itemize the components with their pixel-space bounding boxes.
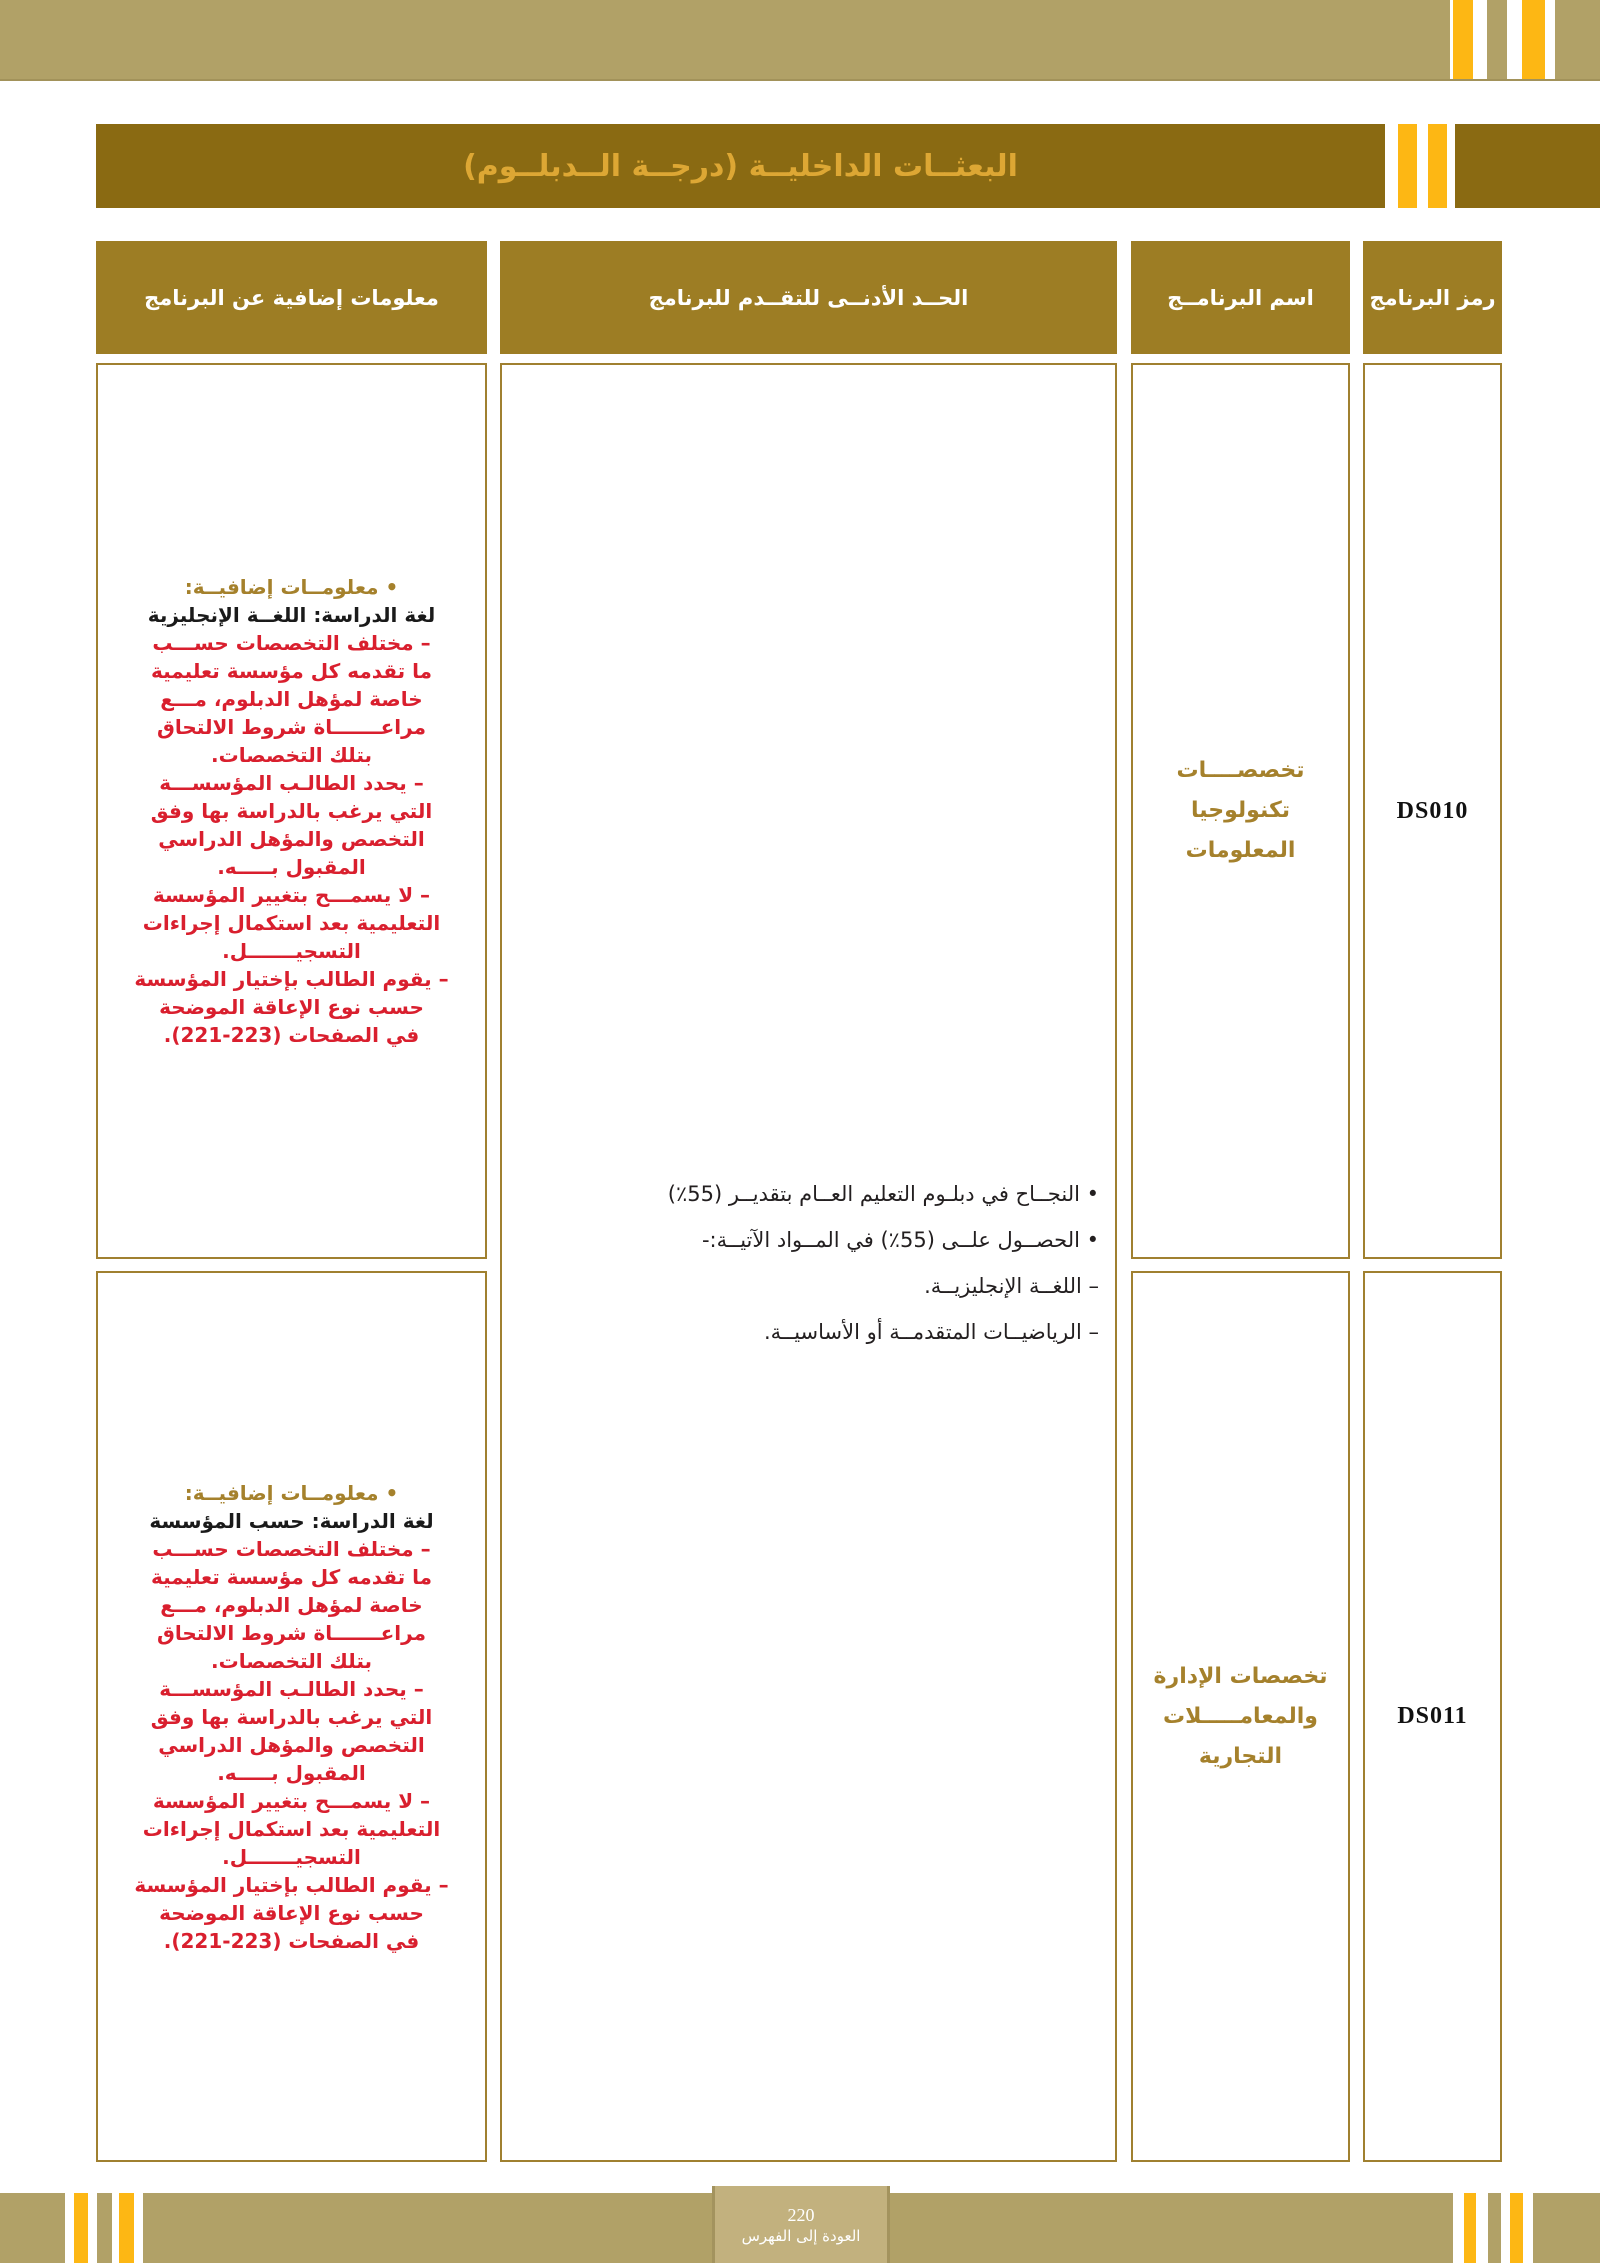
title-right-block [1455,124,1600,208]
program-name: تخصصــــات تكنولوجيا المعلومات [1176,758,1305,863]
program-code: DS011 [1397,1703,1468,1729]
decor-yellow-stripe [1510,2193,1523,2263]
cell-program-code-row2: DS011 [1363,1271,1502,2162]
header-cell-additional-info: معلومات إضافية عن البرنامج [96,241,487,354]
cell-program-name-row1: تخصصــــات تكنولوجيا المعلومات [1131,363,1350,1259]
info-study-language: لغة الدراسة: اللغــة الإنجليزية [147,603,436,627]
decor-khaki-stripe [97,2193,112,2263]
decor-yellow-stripe [1464,2193,1476,2263]
info-block: • معلومــات إضافيــة: لغة الدراسة: حسب ا… [98,1479,485,1955]
footer-tab: 220 العودة إلى الفهرس [712,2186,890,2263]
back-to-index-link[interactable]: العودة إلى الفهرس [741,2226,861,2245]
page-number: 220 [787,2204,815,2225]
info-study-language: لغة الدراسة: حسب المؤسسة [149,1508,434,1533]
title-yellow-stripe [1398,124,1417,208]
decor-khaki-stripe [1488,2193,1501,2263]
header-cell-program-name: اسم البرنامــج [1131,241,1350,354]
decor-yellow-stripe [1522,0,1545,79]
info-body-text: – مختلف التخصصات حســـب ما تقدمه كل مؤسس… [134,631,449,1047]
info-heading: • معلومــات إضافيــة: [184,1480,399,1505]
cell-additional-info-row1: • معلومــات إضافيــة: لغة الدراسة: اللغـ… [96,363,487,1259]
decor-yellow-stripe [1453,0,1473,79]
header-cell-program-code: رمز البرنامج [1363,241,1502,354]
program-code: DS010 [1396,797,1469,824]
top-decor-bar [0,0,1600,81]
page-title-bar: البعثــات الداخليــة (درجــة الــدبلــوم… [96,124,1385,208]
info-heading: • معلومــات إضافيــة: [184,575,399,599]
min-requirements-text: • النجــاح في دبلـوم التعليم العــام بتق… [667,1181,1099,1344]
decor-yellow-stripe [74,2193,88,2263]
title-yellow-stripe [1428,124,1447,208]
cell-min-requirements: • النجــاح في دبلـوم التعليم العــام بتق… [500,363,1117,2162]
info-block: • معلومــات إضافيــة: لغة الدراسة: اللغـ… [98,573,485,1049]
decor-khaki-stripe [1487,0,1507,79]
info-body-text: – مختلف التخصصات حســـب ما تقدمه كل مؤسس… [134,1536,449,1953]
program-name: تخصصات الإدارة والمعامـــــلات التجارية [1153,1663,1328,1769]
decor-yellow-stripe [119,2193,134,2263]
cell-additional-info-row2: • معلومــات إضافيــة: لغة الدراسة: حسب ا… [96,1271,487,2162]
header-cell-min-requirements: الحــد الأدنــى للتقــدم للبرنامج [500,241,1117,354]
cell-program-name-row2: تخصصات الإدارة والمعامـــــلات التجارية [1131,1271,1350,2162]
page-title: البعثــات الداخليــة (درجــة الــدبلــوم… [463,148,1018,184]
cell-program-code-row1: DS010 [1363,363,1502,1259]
